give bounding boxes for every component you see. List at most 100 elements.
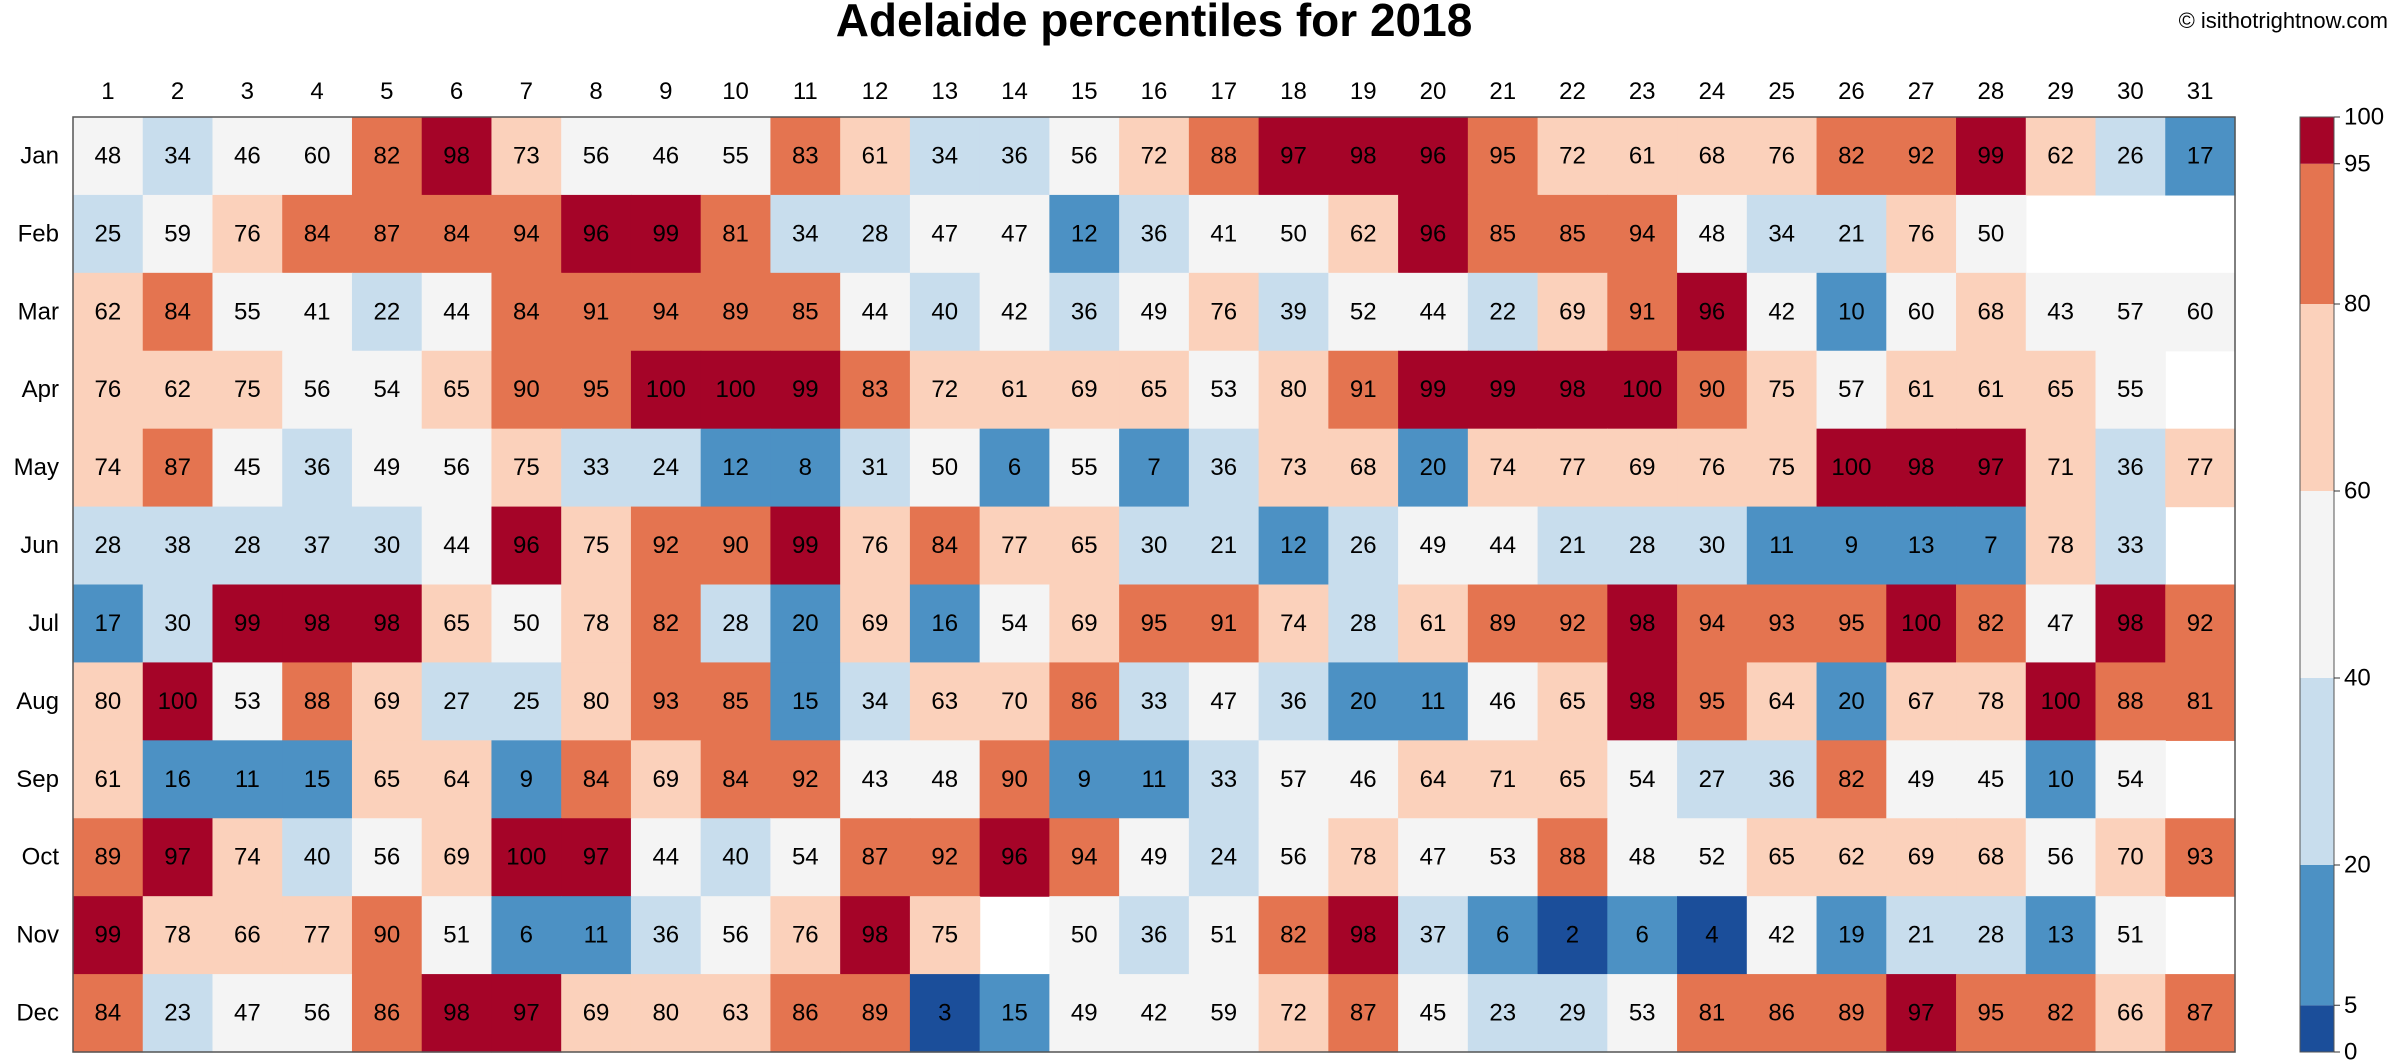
- heatmap-cell: [840, 974, 911, 1053]
- column-tick-labels: 1 2 3 4 5 6 7 8 9 10 11 12 13 14 15 16 17 18 19 20 21 22 23 24 2…: [101, 78, 2213, 105]
- heatmap-cell: [1398, 428, 1469, 508]
- heatmap-cell: [282, 818, 353, 897]
- column-label: 5: [380, 78, 393, 105]
- cell-value-label: 15: [304, 766, 331, 793]
- cell-value-label: 51: [443, 922, 470, 949]
- heatmap-cell: [561, 974, 632, 1053]
- column-label: 28: [1978, 78, 2005, 105]
- heatmap-cell: [2025, 740, 2097, 819]
- heatmap-cell: [1119, 117, 1190, 196]
- cell-value-label: 98: [862, 922, 889, 949]
- heatmap-cell: [1607, 272, 1678, 352]
- heatmap-cell: [1398, 272, 1469, 352]
- cell-value-label: 49: [1908, 766, 1935, 793]
- cell-value-label: 76: [792, 922, 819, 949]
- cell-value-label: 56: [373, 844, 400, 871]
- heatmap-cell: [491, 350, 562, 430]
- cell-value-label: 92: [652, 532, 679, 559]
- heatmap-cell: [1746, 740, 1818, 819]
- heatmap-cell: [1746, 428, 1818, 508]
- heatmap-cell: [73, 272, 144, 352]
- heatmap-cell: [1467, 974, 1539, 1053]
- heatmap-cell: [561, 350, 632, 430]
- heatmap-cell: [1677, 740, 1748, 819]
- heatmap-cell: [73, 896, 144, 975]
- cell-value-label: 34: [862, 688, 889, 715]
- heatmap-cell: [1746, 818, 1818, 897]
- heatmap-cell: [700, 818, 772, 897]
- heatmap-cell: [1258, 896, 1329, 975]
- cell-value-label: 6: [1636, 922, 1649, 949]
- cell-value-label: 95: [1141, 610, 1168, 637]
- cell-value-label: 54: [792, 844, 819, 871]
- heatmap-cell: [212, 896, 283, 975]
- column-label: 31: [2187, 78, 2214, 105]
- cell-value-label: 66: [234, 922, 261, 949]
- cell-value-label: 10: [2047, 766, 2074, 793]
- heatmap-cell: [142, 117, 214, 196]
- column-label: 20: [1420, 78, 1447, 105]
- heatmap-cell: [770, 584, 841, 664]
- cell-value-label: 44: [1420, 298, 1447, 325]
- heatmap-cell: [491, 974, 562, 1053]
- heatmap-cell: [1746, 272, 1818, 352]
- heatmap-cell: [1956, 740, 2027, 819]
- cell-value-label: 61: [862, 142, 889, 169]
- cell-value-label: 9: [520, 766, 533, 793]
- heatmap-cell: [491, 896, 562, 975]
- cell-value-label: 33: [2117, 532, 2144, 559]
- cell-value-label: 56: [304, 376, 331, 403]
- column-label: 3: [241, 78, 254, 105]
- heatmap-cell: [282, 584, 353, 664]
- heatmap-cell: [421, 974, 493, 1053]
- cell-value-label: 69: [443, 844, 470, 871]
- cell-value-label: 74: [1280, 610, 1307, 637]
- cell-value-label: 74: [1489, 454, 1516, 481]
- cell-value-label: 39: [1280, 298, 1307, 325]
- column-label: 12: [862, 78, 889, 105]
- cell-value-label: 95: [1838, 610, 1865, 637]
- cell-value-label: 47: [1001, 220, 1028, 247]
- column-label: 14: [1001, 78, 1028, 105]
- cell-value-label: 16: [931, 610, 958, 637]
- heatmap-cell: [351, 350, 423, 430]
- heatmap-cell: [1328, 584, 1399, 664]
- heatmap-cell: [909, 117, 981, 196]
- row-label: Aug: [16, 688, 59, 715]
- cell-value-label: 56: [1071, 142, 1098, 169]
- heatmap-cell: [979, 974, 1050, 1053]
- cell-value-label: 49: [373, 454, 400, 481]
- cell-value-label: 94: [652, 298, 679, 325]
- heatmap-cell: [73, 584, 144, 664]
- cell-value-label: 37: [1420, 922, 1447, 949]
- cell-value-label: 21: [1908, 922, 1935, 949]
- heatmap-cell: [770, 350, 841, 430]
- heatmap-cell: [1607, 428, 1678, 508]
- cell-value-label: 96: [583, 220, 610, 247]
- cell-value-label: 100: [2041, 688, 2081, 715]
- heatmap-cell: [1677, 272, 1748, 352]
- heatmap-cell: [212, 740, 283, 819]
- cell-value-label: 6: [1008, 454, 1021, 481]
- cell-value-label: 93: [652, 688, 679, 715]
- heatmap-cell: [2095, 974, 2166, 1053]
- heatmap-cell: [1258, 584, 1329, 664]
- heatmap-cell: [351, 818, 423, 897]
- heatmap-cell: [491, 428, 562, 508]
- cell-value-label: 66: [2117, 1000, 2144, 1027]
- cell-value-label: 98: [1629, 610, 1656, 637]
- cell-value-label: 84: [304, 220, 331, 247]
- heatmap-cell: [491, 194, 562, 274]
- heatmap-cell: [212, 974, 283, 1053]
- cell-value-label: 84: [95, 1000, 122, 1027]
- heatmap-cell: [1467, 584, 1539, 664]
- heatmap-cell: [212, 584, 283, 664]
- column-label: 8: [589, 78, 602, 105]
- heatmap-cell: [700, 272, 772, 352]
- heatmap-cell: [561, 506, 632, 586]
- heatmap-cell: [351, 194, 423, 274]
- cell-value-label: 99: [1489, 376, 1516, 403]
- heatmap-cell: [1816, 350, 1887, 430]
- cell-value-label: 98: [1350, 142, 1377, 169]
- column-label: 18: [1280, 78, 1307, 105]
